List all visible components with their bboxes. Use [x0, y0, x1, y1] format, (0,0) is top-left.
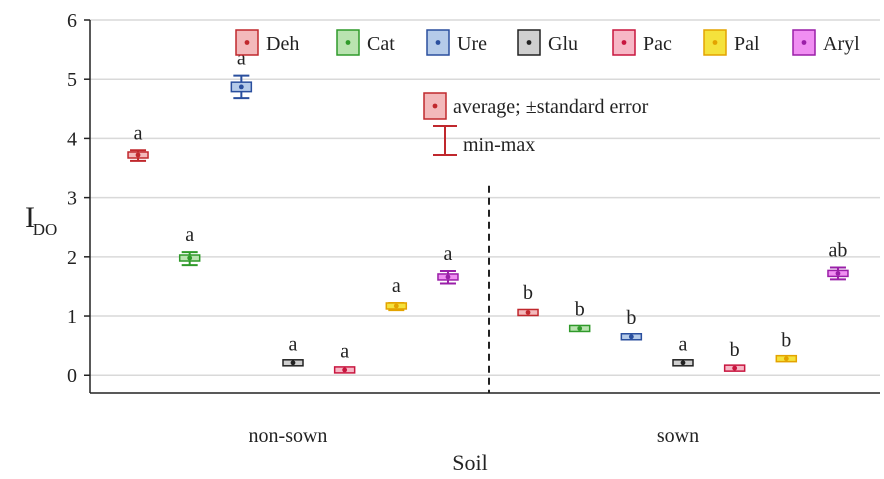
point-group-cat: a [178, 224, 201, 267]
legend-marker [526, 40, 532, 45]
significance-label: a [237, 48, 246, 70]
significance-label: a [340, 341, 349, 363]
x-tick-label: sown [657, 425, 699, 447]
point-group-cat: b [568, 299, 591, 333]
point-group-ure: a [230, 48, 253, 100]
x-tick-label: non-sown [249, 425, 328, 447]
x-axis-ticks: non-sown sown [249, 425, 700, 447]
legend-label: Aryl [823, 33, 860, 55]
y-tick-label: 0 [67, 365, 77, 387]
significance-label: b [575, 299, 585, 321]
point-group-glu: a [282, 334, 304, 367]
y-tick-label: 2 [67, 247, 77, 269]
point-group-deh: a [127, 122, 149, 162]
y-tick-label: 5 [67, 69, 77, 91]
x-axis-label: Soil [452, 450, 487, 475]
legend-item-glu: Glu [517, 29, 578, 56]
legend-label: Cat [367, 33, 395, 55]
grid-lines [90, 19, 880, 376]
legend-item-aryl: Aryl [792, 29, 860, 56]
annotation-box-label: average; ±standard error [453, 96, 649, 118]
significance-label: a [392, 275, 401, 297]
mean-point [525, 310, 531, 315]
y-tick-label: 6 [67, 10, 77, 32]
significance-label: a [134, 122, 143, 144]
point-group-pal: b [775, 329, 798, 363]
legend-item-ure: Ure [426, 29, 487, 56]
significance-label: a [444, 243, 453, 265]
point-group-aryl: a [437, 243, 459, 285]
significance-label: b [626, 307, 636, 329]
legend-marker [244, 40, 250, 45]
point-group-glu: a [672, 334, 694, 367]
legend: Deh Cat Ure Glu Pac Pal Aryl [235, 29, 860, 56]
mean-point [290, 360, 296, 366]
significance-label: a [289, 334, 298, 356]
point-group-aryl: ab [827, 239, 849, 281]
point-group-pac: b [723, 339, 746, 372]
annotation-key: average; ±standard error min-max [423, 92, 649, 156]
annotation-whisker-label: min-max [463, 134, 535, 156]
significance-label: b [781, 329, 791, 351]
y-axis-ticks: 0 1 2 3 4 5 6 [67, 10, 90, 387]
mean-point [135, 152, 141, 158]
y-tick-label: 3 [67, 188, 77, 210]
point-group-deh: b [517, 282, 539, 317]
axes [89, 20, 880, 394]
significance-label: b [523, 282, 533, 304]
legend-item-pac: Pac [612, 29, 672, 56]
mean-point [783, 356, 789, 362]
mean-point [187, 255, 193, 261]
point-group-pal: a [385, 275, 408, 312]
legend-item-deh: Deh [235, 29, 299, 56]
legend-label: Glu [548, 33, 578, 55]
legend-label: Ure [457, 33, 487, 55]
mean-point [577, 326, 583, 331]
legend-marker [712, 40, 718, 45]
point-group-pac: a [333, 341, 356, 374]
mean-point [393, 303, 399, 309]
legend-item-pal: Pal [703, 29, 760, 56]
significance-label: a [185, 224, 194, 246]
mean-point [238, 84, 244, 90]
annotation-box-marker [432, 103, 438, 109]
mean-point [628, 334, 634, 340]
significance-label: a [679, 334, 688, 356]
legend-marker [801, 40, 807, 45]
legend-label: Pac [643, 33, 672, 55]
mean-point [445, 274, 451, 280]
mean-point [835, 271, 841, 276]
legend-marker [621, 40, 627, 45]
significance-label: b [730, 339, 740, 361]
significance-label: ab [829, 239, 848, 261]
y-axis-label-subscript: DO [33, 220, 58, 239]
y-axis-label: I [25, 201, 35, 234]
legend-label: Deh [266, 33, 299, 55]
mean-point [342, 367, 348, 373]
legend-label: Pal [734, 33, 760, 55]
mean-point [732, 365, 738, 371]
mean-point [680, 360, 686, 366]
y-tick-label: 1 [67, 306, 77, 328]
legend-marker [345, 40, 351, 45]
y-tick-label: 4 [67, 128, 77, 150]
legend-marker [435, 40, 441, 45]
legend-item-cat: Cat [336, 29, 395, 56]
point-group-ure: b [620, 307, 643, 341]
